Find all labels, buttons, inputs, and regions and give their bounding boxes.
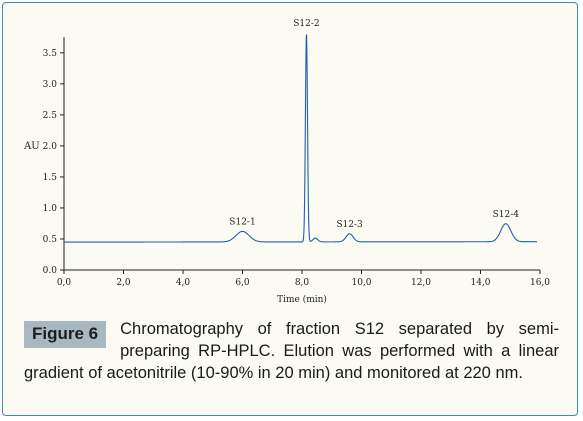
- x-tick-label: 14,0: [470, 278, 490, 288]
- y-axis-title: AU: [23, 141, 40, 152]
- peak-label: S12-1: [229, 218, 255, 228]
- y-tick-label: 0.0: [43, 266, 58, 276]
- chromatogram-trace: [64, 34, 538, 243]
- x-tick-label: 12,0: [411, 278, 431, 288]
- x-tick-label: 4,0: [176, 278, 191, 288]
- y-tick-label: 2.0: [43, 142, 58, 152]
- chromatogram-chart: 0.0 0.5 1.0 1.5 2.0 2.5 3.0 3.5 AU 0,0 2,0 4,0 6,0…: [23, 19, 550, 305]
- peak-label: S12-4: [493, 210, 520, 220]
- x-tick-label: 0,0: [57, 278, 72, 288]
- peak-label: S12-2: [293, 19, 319, 29]
- x-tick-label: 10,0: [351, 278, 371, 288]
- x-tick-label: 6,0: [235, 278, 250, 288]
- y-tick-label: 1.0: [43, 204, 58, 214]
- caption-text: Chromatography of fraction S12 separated…: [24, 320, 559, 382]
- y-tick-label: 0.5: [43, 235, 58, 245]
- figure-caption: Figure 6 Chromatography of fraction S12 …: [24, 318, 559, 384]
- y-tick-label: 2.5: [43, 111, 58, 121]
- x-axis: 0,0 2,0 4,0 6,0 8,0 10,0 12,0 14,0 16,0 Time (mi…: [57, 269, 550, 305]
- x-tick-label: 8,0: [295, 278, 310, 288]
- figure-label: Figure 6: [24, 321, 107, 348]
- y-tick-label: 1.5: [43, 173, 58, 183]
- y-axis: 0.0 0.5 1.0 1.5 2.0 2.5 3.0 3.5 AU: [23, 37, 65, 276]
- peak-label: S12-3: [336, 220, 363, 230]
- x-tick-label: 16,0: [530, 278, 550, 288]
- y-tick-label: 3.5: [43, 49, 58, 59]
- x-tick-label: 2,0: [116, 278, 131, 288]
- y-tick-label: 3.0: [43, 80, 58, 90]
- x-axis-title: Time (min): [277, 294, 327, 305]
